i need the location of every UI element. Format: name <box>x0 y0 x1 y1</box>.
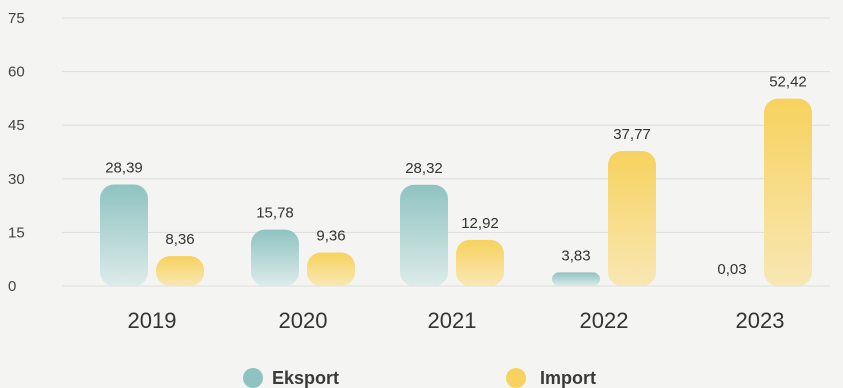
gridlines <box>62 17 830 287</box>
data-labels: 28,39 8,36 15,78 9,36 28,32 12,92 3,83 37,77 0,0… <box>105 74 807 278</box>
bar-import-2019 <box>156 256 204 286</box>
bar-import-2021 <box>456 239 504 286</box>
data-label-import-2020: 9,36 <box>316 228 345 245</box>
bar-eksport-2022 <box>552 272 600 286</box>
bar-import-2022 <box>608 151 656 286</box>
legend-marker-eksport <box>243 368 263 388</box>
legend-label-eksport: Eksport <box>272 368 339 388</box>
bar-eksport-2020 <box>251 229 299 286</box>
legend: Eksport Import <box>243 368 596 388</box>
data-label-import-2022: 37,77 <box>613 126 651 143</box>
y-tick-label: 30 <box>8 171 25 188</box>
data-label-eksport-2019: 28,39 <box>105 160 143 177</box>
bar-eksport-2021 <box>400 184 448 286</box>
data-label-eksport-2023: 0,03 <box>717 261 746 278</box>
data-label-eksport-2021: 28,32 <box>405 160 443 177</box>
x-axis: 2019 2020 2021 2022 2023 <box>128 308 785 333</box>
y-tick-label: 60 <box>8 64 25 81</box>
x-tick-label: 2020 <box>279 308 328 333</box>
y-tick-label: 0 <box>8 278 16 295</box>
data-label-eksport-2022: 3,83 <box>561 247 590 264</box>
y-tick-label: 75 <box>8 10 25 27</box>
bar-import-2023 <box>764 98 812 286</box>
x-tick-label: 2023 <box>736 308 785 333</box>
bar-import-2020 <box>307 252 355 286</box>
x-tick-label: 2019 <box>128 308 177 333</box>
legend-label-import: Import <box>540 368 596 388</box>
legend-marker-import <box>506 368 526 388</box>
y-axis: 0 15 30 45 60 75 <box>8 10 25 295</box>
x-tick-label: 2022 <box>580 308 629 333</box>
bar-eksport-2019 <box>100 184 148 286</box>
x-tick-label: 2021 <box>428 308 477 333</box>
y-tick-label: 45 <box>8 117 25 134</box>
data-label-eksport-2020: 15,78 <box>256 205 294 222</box>
data-label-import-2021: 12,92 <box>461 215 499 232</box>
data-label-import-2023: 52,42 <box>769 74 807 91</box>
data-label-import-2019: 8,36 <box>165 231 194 248</box>
y-tick-label: 15 <box>8 224 25 241</box>
bars <box>100 98 812 286</box>
